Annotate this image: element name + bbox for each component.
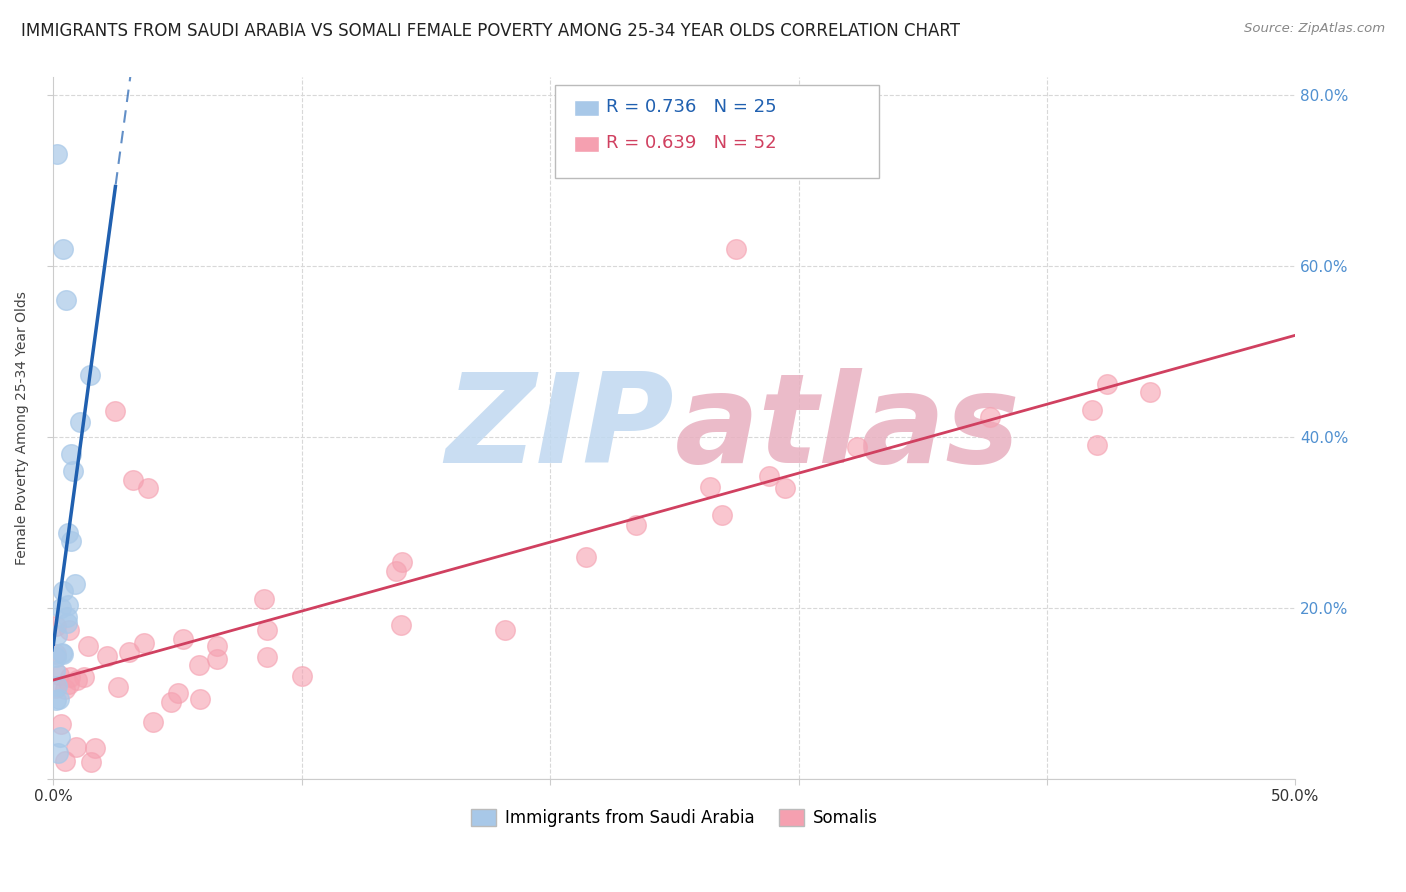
Text: Source: ZipAtlas.com: Source: ZipAtlas.com	[1244, 22, 1385, 36]
Text: R = 0.736   N = 25: R = 0.736 N = 25	[606, 98, 776, 116]
Point	[79, 368, 101, 382]
Point	[207, 651, 229, 665]
Point	[59, 447, 82, 461]
Point	[69, 415, 91, 429]
Point	[56, 610, 79, 624]
Point	[52, 583, 75, 598]
Point	[389, 618, 412, 632]
Point	[53, 754, 76, 768]
Point	[167, 686, 190, 700]
Point	[49, 717, 72, 731]
Point	[63, 577, 86, 591]
Point	[1139, 384, 1161, 399]
Point	[291, 669, 314, 683]
Point	[65, 673, 87, 687]
Point	[256, 650, 278, 665]
Point	[710, 508, 733, 522]
Point	[1097, 377, 1119, 392]
Text: R = 0.639   N = 52: R = 0.639 N = 52	[606, 134, 776, 152]
Y-axis label: Female Poverty Among 25-34 Year Olds: Female Poverty Among 25-34 Year Olds	[15, 292, 30, 566]
Point	[58, 670, 80, 684]
Point	[77, 639, 100, 653]
Point	[56, 599, 79, 613]
Point	[142, 714, 165, 729]
Point	[56, 616, 79, 631]
Point	[118, 645, 141, 659]
Point	[46, 679, 69, 693]
Point	[699, 480, 721, 494]
Point	[56, 526, 79, 541]
Point	[51, 646, 73, 660]
Point	[60, 533, 83, 548]
Point	[45, 619, 67, 633]
Point	[46, 628, 69, 642]
Point	[385, 564, 408, 578]
Point	[58, 623, 80, 637]
Legend: Immigrants from Saudi Arabia, Somalis: Immigrants from Saudi Arabia, Somalis	[464, 802, 884, 834]
Text: atlas: atlas	[675, 368, 1021, 489]
Point	[494, 623, 516, 637]
Point	[104, 404, 127, 418]
Point	[845, 441, 868, 455]
Point	[121, 473, 143, 487]
Point	[96, 648, 118, 663]
Point	[391, 555, 413, 569]
Point	[107, 680, 129, 694]
Point	[73, 669, 96, 683]
Point	[46, 746, 69, 760]
Point	[205, 639, 228, 653]
Point	[46, 147, 69, 161]
Point	[45, 681, 67, 695]
Point	[55, 293, 77, 307]
Point	[773, 481, 796, 495]
Point	[44, 665, 66, 679]
Point	[58, 677, 80, 691]
Point	[979, 409, 1001, 424]
Point	[48, 691, 70, 706]
Point	[188, 657, 211, 672]
Point	[132, 635, 155, 649]
Point	[49, 730, 72, 744]
Point	[45, 649, 67, 664]
Point	[45, 647, 67, 661]
Point	[725, 242, 748, 256]
Point	[253, 592, 276, 607]
Point	[49, 600, 72, 615]
Point	[1085, 438, 1108, 452]
Point	[160, 695, 183, 709]
Point	[62, 464, 84, 478]
Point	[52, 647, 75, 661]
Point	[188, 691, 211, 706]
Point	[80, 755, 103, 769]
Text: ZIP: ZIP	[446, 368, 675, 489]
Point	[575, 549, 598, 564]
Point	[1081, 402, 1104, 417]
Point	[172, 632, 194, 647]
Point	[65, 739, 87, 754]
Point	[45, 693, 67, 707]
Point	[48, 668, 70, 682]
Point	[52, 242, 75, 256]
Point	[256, 624, 278, 638]
Text: IMMIGRANTS FROM SAUDI ARABIA VS SOMALI FEMALE POVERTY AMONG 25-34 YEAR OLDS CORR: IMMIGRANTS FROM SAUDI ARABIA VS SOMALI F…	[21, 22, 960, 40]
Point	[624, 518, 647, 533]
Point	[83, 740, 105, 755]
Point	[136, 481, 159, 495]
Point	[53, 681, 76, 696]
Point	[758, 469, 780, 483]
